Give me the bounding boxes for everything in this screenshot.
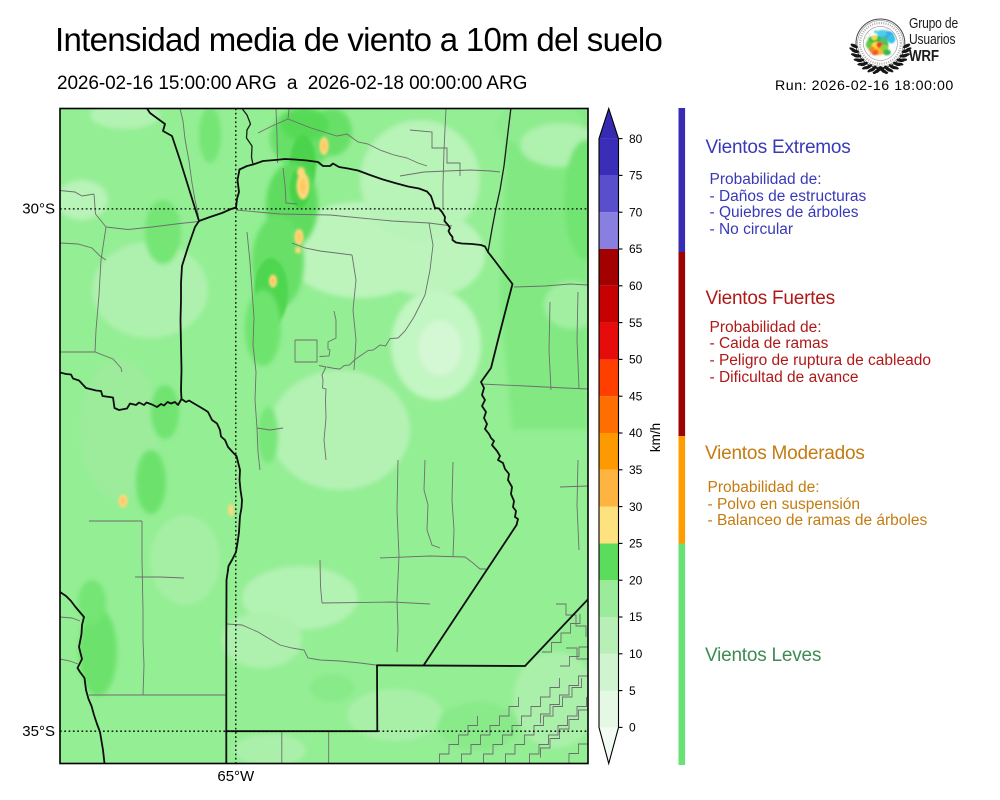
svg-text:45: 45 [629,389,643,403]
svg-text:km/h: km/h [648,423,663,452]
svg-text:65°W: 65°W [217,768,255,785]
svg-text:0: 0 [629,721,636,735]
svg-text:65: 65 [629,242,643,256]
svg-text:30°S: 30°S [22,201,55,218]
svg-text:5: 5 [629,684,636,698]
svg-text:25: 25 [629,537,643,551]
svg-text:10: 10 [629,647,643,661]
svg-text:50: 50 [629,353,643,367]
svg-text:75: 75 [629,169,643,183]
svg-text:35: 35 [629,463,643,477]
svg-text:35°S: 35°S [22,723,55,740]
svg-text:70: 70 [629,205,643,219]
svg-text:15: 15 [629,610,643,624]
svg-text:40: 40 [629,426,643,440]
svg-text:60: 60 [629,279,643,293]
svg-text:80: 80 [629,132,643,146]
svg-text:55: 55 [629,316,643,330]
svg-text:30: 30 [629,500,643,514]
svg-text:20: 20 [629,573,643,587]
